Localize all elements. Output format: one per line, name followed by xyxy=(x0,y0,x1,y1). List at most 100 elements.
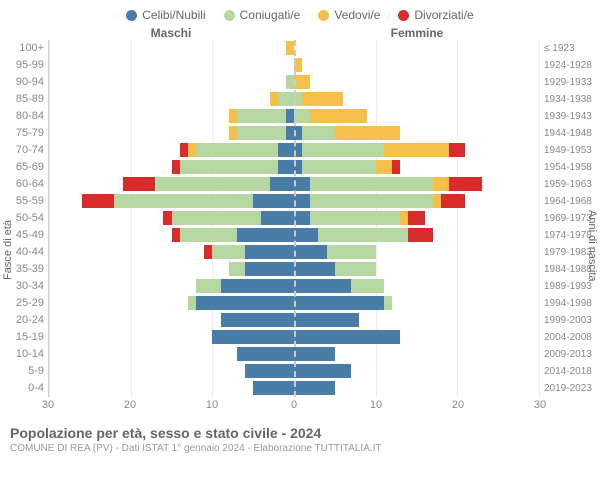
age-label: 0-4 xyxy=(0,380,44,397)
bar xyxy=(229,109,294,123)
segment-ved xyxy=(229,126,237,140)
legend: Celibi/NubiliConiugati/eVedovi/eDivorzia… xyxy=(0,0,600,26)
bar xyxy=(294,109,368,123)
half-m xyxy=(49,210,294,227)
half-m xyxy=(49,244,294,261)
segment-con xyxy=(310,177,432,191)
half-f xyxy=(294,244,539,261)
segment-cel xyxy=(286,109,294,123)
segment-cel xyxy=(294,313,359,327)
segment-div xyxy=(163,211,171,225)
half-m xyxy=(49,74,294,91)
segment-div xyxy=(408,228,432,242)
half-m xyxy=(49,125,294,142)
segment-con xyxy=(237,109,286,123)
bar xyxy=(123,177,295,191)
half-m xyxy=(49,176,294,193)
half-f xyxy=(294,295,539,312)
segment-cel xyxy=(245,245,294,259)
pyramid-chart: Fasce di età Anni di nascita 100+95-9990… xyxy=(0,40,600,397)
legend-label: Celibi/Nubili xyxy=(142,8,205,22)
bar xyxy=(188,296,294,310)
birth-label: 2009-2013 xyxy=(544,346,600,363)
segment-ved xyxy=(270,92,278,106)
y-axis-label-left: Fasce di età xyxy=(2,220,14,280)
segment-div xyxy=(392,160,400,174)
segment-con xyxy=(180,228,237,242)
segment-con xyxy=(384,296,392,310)
birth-label: 1949-1953 xyxy=(544,142,600,159)
bar xyxy=(294,296,392,310)
half-f xyxy=(294,176,539,193)
bar xyxy=(294,75,310,89)
segment-div xyxy=(449,143,465,157)
segment-cel xyxy=(278,143,294,157)
half-m xyxy=(49,108,294,125)
half-f xyxy=(294,125,539,142)
bar xyxy=(294,92,343,106)
header-female: Femmine xyxy=(294,26,540,40)
segment-ved xyxy=(400,211,408,225)
bar xyxy=(196,279,294,293)
half-f xyxy=(294,108,539,125)
center-divider xyxy=(294,40,296,397)
header-male: Maschi xyxy=(48,26,294,40)
age-label: 15-19 xyxy=(0,329,44,346)
bar xyxy=(237,347,294,361)
bar xyxy=(204,245,294,259)
legend-label: Divorziati/e xyxy=(414,8,473,22)
segment-ved xyxy=(286,41,294,55)
segment-ved xyxy=(294,75,310,89)
bar xyxy=(172,228,295,242)
half-f xyxy=(294,380,539,397)
bar xyxy=(286,75,294,89)
segment-cel xyxy=(278,160,294,174)
birth-label: ≤ 1923 xyxy=(544,40,600,57)
segment-cel xyxy=(294,228,318,242)
segment-cel xyxy=(253,381,294,395)
half-m xyxy=(49,91,294,108)
birth-label: 1954-1958 xyxy=(544,159,600,176)
age-label: 90-94 xyxy=(0,74,44,91)
half-m xyxy=(49,227,294,244)
segment-con xyxy=(318,228,408,242)
segment-div xyxy=(204,245,212,259)
legend-item: Celibi/Nubili xyxy=(126,8,205,22)
segment-con xyxy=(351,279,384,293)
bar xyxy=(172,160,295,174)
x-tick: 30 xyxy=(42,399,54,411)
half-f xyxy=(294,40,539,57)
age-label: 60-64 xyxy=(0,176,44,193)
segment-cel xyxy=(294,194,310,208)
segment-cel xyxy=(294,347,335,361)
segment-con xyxy=(196,143,278,157)
segment-ved xyxy=(188,143,196,157)
half-f xyxy=(294,74,539,91)
segment-con xyxy=(310,211,400,225)
legend-swatch xyxy=(126,10,137,21)
bar xyxy=(294,279,384,293)
segment-cel xyxy=(294,262,335,276)
segment-div xyxy=(408,211,424,225)
age-label: 75-79 xyxy=(0,125,44,142)
half-f xyxy=(294,261,539,278)
legend-label: Coniugati/e xyxy=(240,8,301,22)
segment-cel xyxy=(196,296,294,310)
half-f xyxy=(294,159,539,176)
segment-con xyxy=(327,245,376,259)
bar xyxy=(221,313,295,327)
age-label: 80-84 xyxy=(0,108,44,125)
legend-swatch xyxy=(398,10,409,21)
segment-con xyxy=(286,75,294,89)
bar xyxy=(180,143,294,157)
birth-label: 1939-1943 xyxy=(544,108,600,125)
x-tick: 10 xyxy=(370,399,382,411)
segment-cel xyxy=(294,177,310,191)
segment-div xyxy=(172,228,180,242)
segment-con xyxy=(302,126,335,140)
segment-cel xyxy=(294,330,400,344)
age-label: 85-89 xyxy=(0,91,44,108)
bar xyxy=(294,143,466,157)
segment-cel xyxy=(294,364,351,378)
half-m xyxy=(49,57,294,74)
